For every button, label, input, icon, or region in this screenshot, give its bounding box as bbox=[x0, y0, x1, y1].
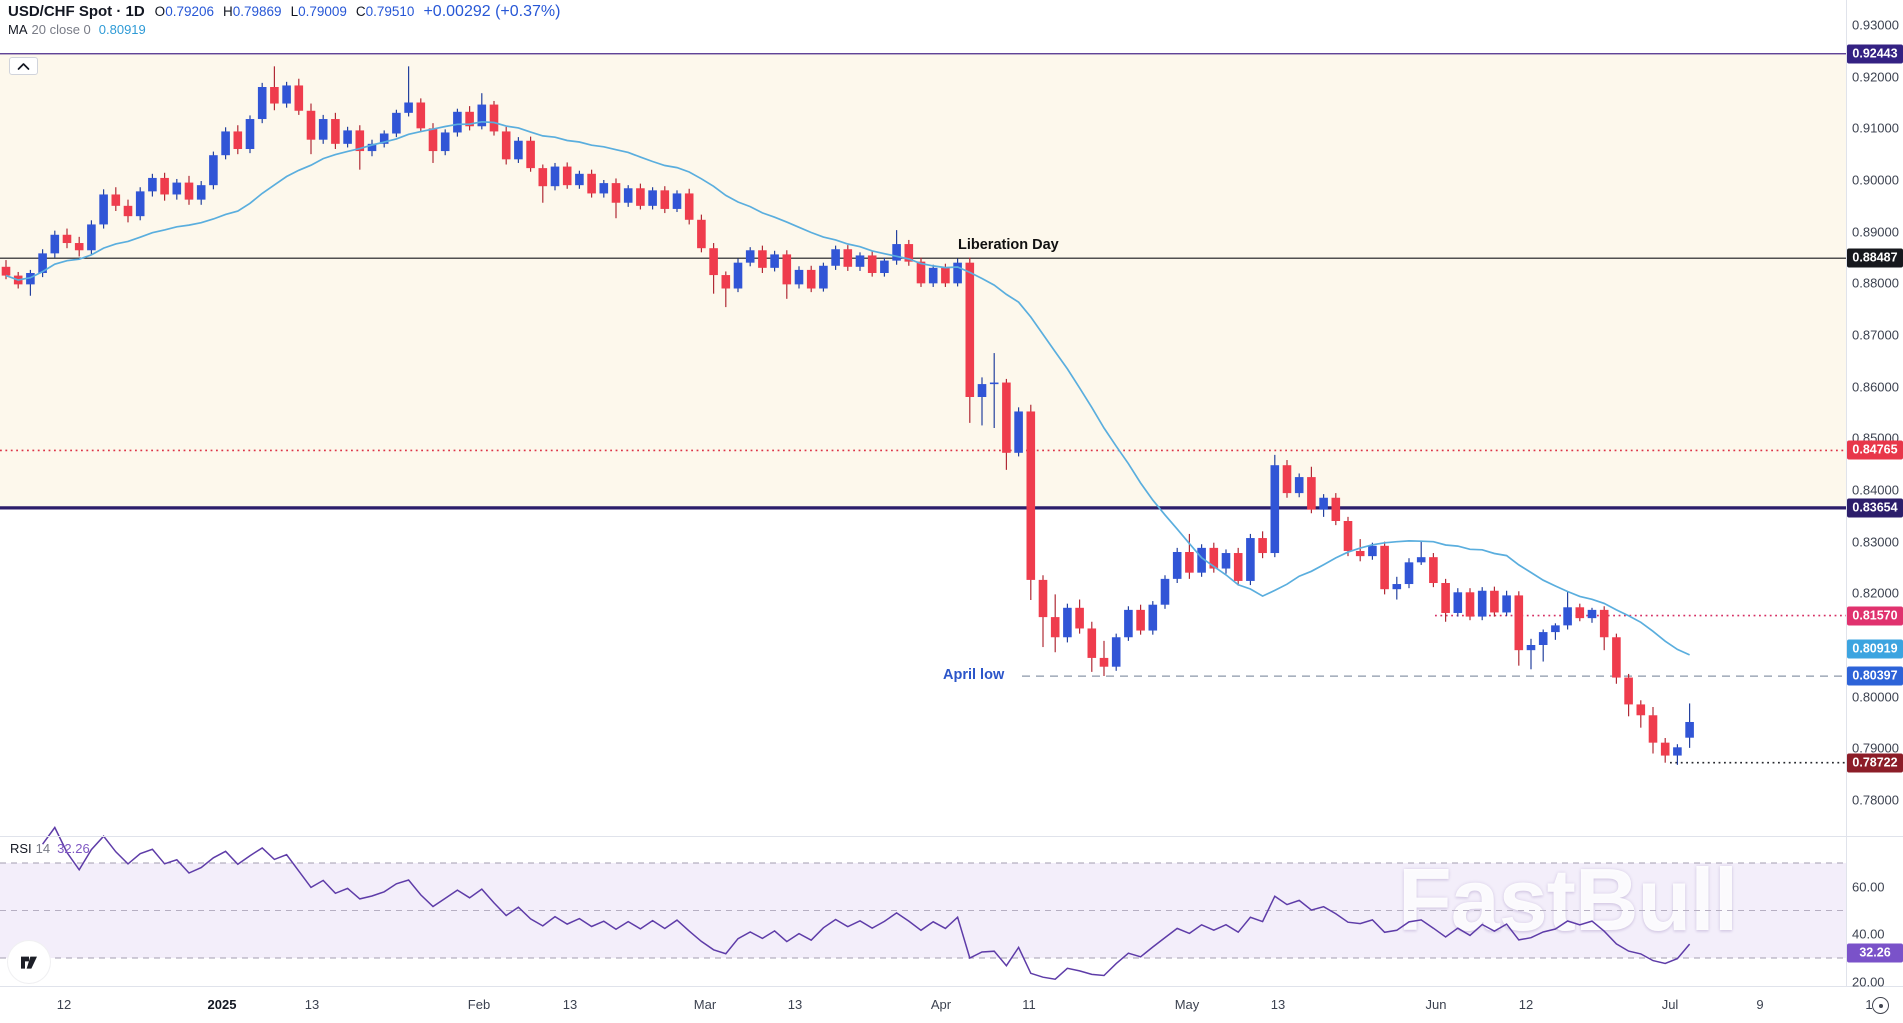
chart-background-layer bbox=[0, 53, 1846, 958]
time-axis-label: May bbox=[1174, 997, 1200, 1012]
high-label: H bbox=[223, 4, 233, 19]
collapse-pane-button[interactable] bbox=[9, 57, 38, 75]
time-axis-label: Jul bbox=[1661, 997, 1679, 1012]
time-axis-label: 1 bbox=[1865, 997, 1873, 1012]
price-level-badge: 0.81570 bbox=[1847, 606, 1903, 626]
ma-indicator-legend[interactable]: MA 20 close 0 0.80919 bbox=[8, 22, 146, 37]
price-axis-tick: 0.89000 bbox=[1852, 224, 1899, 240]
open-value: 0.79206 bbox=[165, 4, 214, 19]
change-value: +0.00292 (+0.37%) bbox=[423, 3, 561, 20]
price-axis-tick: 0.78000 bbox=[1852, 792, 1899, 808]
april-low-annotation[interactable]: April low bbox=[943, 667, 1005, 683]
rsi-axis-tick: 20.00 bbox=[1852, 974, 1885, 990]
time-axis-label: 12 bbox=[56, 997, 72, 1012]
time-axis-label: 13 bbox=[787, 997, 803, 1012]
price-axis-tick: 0.91000 bbox=[1852, 120, 1899, 136]
time-axis-label: 9 bbox=[1756, 997, 1764, 1012]
price-chart[interactable] bbox=[0, 0, 1846, 986]
price-axis-tick: 0.90000 bbox=[1852, 172, 1899, 188]
price-axis-tick: 0.86000 bbox=[1852, 379, 1899, 395]
liberation-day-annotation[interactable]: Liberation Day bbox=[958, 237, 1059, 253]
time-axis-label: 12 bbox=[1518, 997, 1534, 1012]
tradingview-logo-icon bbox=[21, 956, 37, 969]
price-level-badge: 0.88487 bbox=[1847, 248, 1903, 268]
low-value: 0.79009 bbox=[298, 4, 347, 19]
ma-params: 20 close 0 bbox=[31, 22, 91, 37]
ma-value: 0.80919 bbox=[98, 22, 146, 37]
price-axis-tick: 0.93000 bbox=[1852, 17, 1899, 33]
price-axis-tick: 0.84000 bbox=[1852, 482, 1899, 498]
time-axis-separator bbox=[0, 986, 1903, 987]
time-axis[interactable]: 12 2025 13 Feb 13 Mar 13 Apr 11 May 13 Jun 12 Jul 9 1 bbox=[0, 987, 1903, 1023]
chevron-up-icon bbox=[17, 62, 30, 70]
time-axis-label: 13 bbox=[1270, 997, 1286, 1012]
time-axis-label: 13 bbox=[304, 997, 320, 1012]
price-axis-tick: 0.92000 bbox=[1852, 69, 1899, 85]
price-level-badge: 0.78722 bbox=[1847, 753, 1903, 773]
close-label: C bbox=[355, 4, 366, 19]
time-axis-label: 11 bbox=[1022, 997, 1036, 1012]
rsi-params: 14 bbox=[35, 841, 51, 856]
price-axis-border bbox=[1846, 0, 1847, 986]
open-label: O bbox=[154, 4, 166, 19]
price-axis-tick: 0.79000 bbox=[1852, 740, 1899, 756]
price-axis-tick: 0.82000 bbox=[1852, 585, 1899, 601]
price-level-badge: 0.80397 bbox=[1847, 666, 1903, 686]
rsi-value: 32.26 bbox=[57, 841, 90, 856]
time-axis-label: Apr bbox=[930, 997, 952, 1012]
rsi-axis-tick: 40.00 bbox=[1852, 926, 1885, 942]
time-axis-label: Feb bbox=[467, 997, 491, 1012]
symbol-header[interactable]: USD/CHF Spot · 1D O0.79206 H0.79869 L0.7900… bbox=[8, 3, 560, 21]
price-axis-tick: 0.80000 bbox=[1852, 689, 1899, 705]
rsi-indicator-legend[interactable]: RSI 14 32.26 bbox=[10, 841, 90, 856]
scroll-to-realtime-icon[interactable] bbox=[1872, 997, 1889, 1014]
close-value: 0.79510 bbox=[365, 4, 415, 19]
pane-separator[interactable] bbox=[0, 836, 1903, 837]
time-axis-label: 2025 bbox=[207, 997, 237, 1012]
price-axis-tick: 0.87000 bbox=[1852, 327, 1899, 343]
symbol-title[interactable]: USD/CHF Spot · 1D bbox=[8, 3, 145, 20]
time-axis-label: Jun bbox=[1425, 997, 1447, 1012]
price-level-badge: 0.84765 bbox=[1847, 440, 1903, 460]
rsi-value-badge: 32.26 bbox=[1847, 943, 1903, 963]
rsi-name: RSI bbox=[10, 841, 32, 856]
tradingview-logo[interactable] bbox=[8, 941, 50, 983]
time-axis-label: Mar bbox=[693, 997, 717, 1012]
price-level-badge: 0.92443 bbox=[1847, 44, 1903, 64]
price-axis-tick: 0.83000 bbox=[1852, 534, 1899, 550]
rsi-axis-tick: 60.00 bbox=[1852, 879, 1885, 895]
price-level-badge: 0.80919 bbox=[1847, 639, 1903, 659]
low-label: L bbox=[290, 4, 299, 19]
high-value: 0.79869 bbox=[232, 4, 282, 19]
fastbull-watermark: FastBull bbox=[1398, 850, 1738, 949]
price-level-badge: 0.83654 bbox=[1847, 498, 1903, 518]
price-axis-tick: 0.88000 bbox=[1852, 275, 1899, 291]
time-axis-label: 13 bbox=[562, 997, 578, 1012]
ma-name: MA bbox=[8, 22, 28, 37]
